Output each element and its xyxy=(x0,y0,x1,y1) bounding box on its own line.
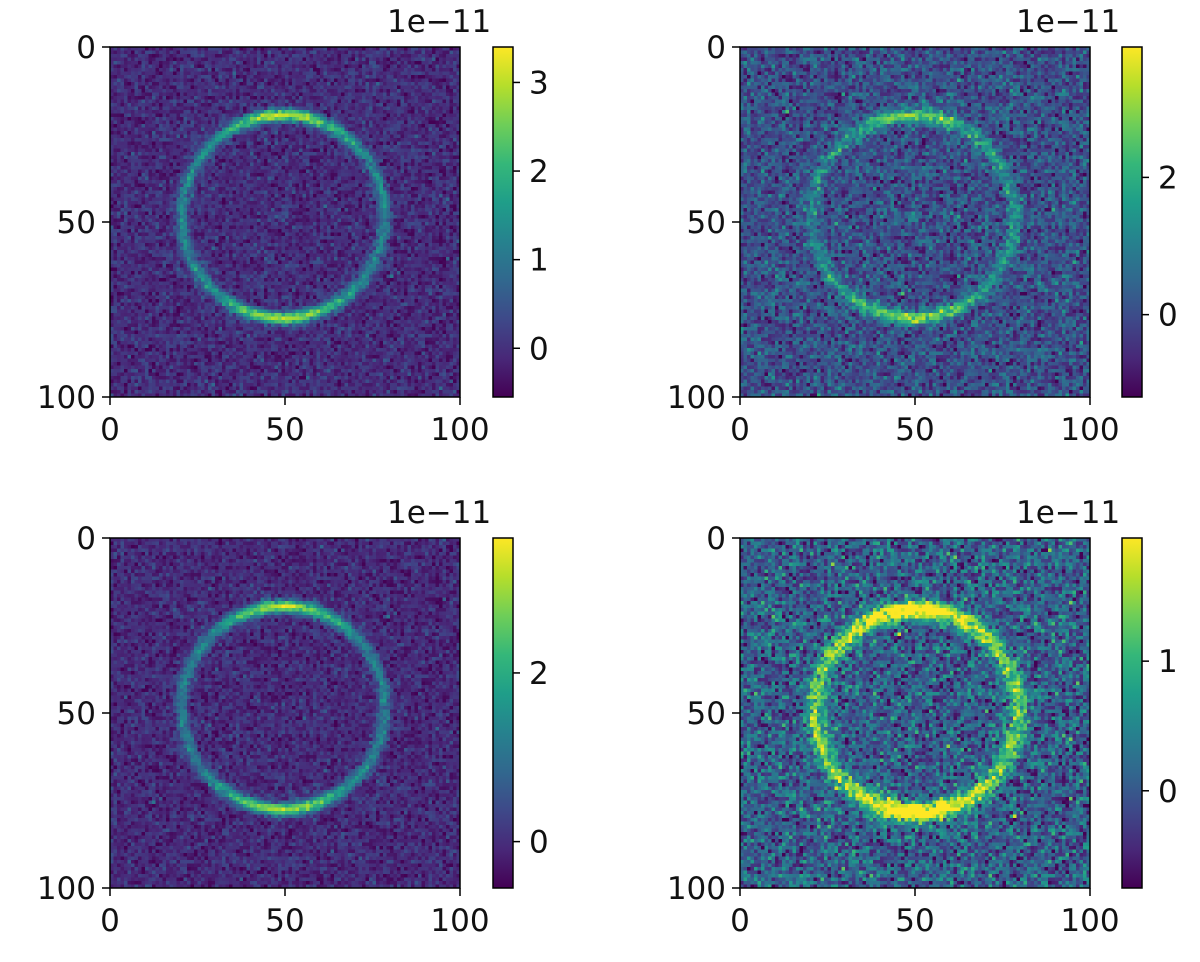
x-tick-label: 0 xyxy=(100,903,120,939)
y-tick-label: 100 xyxy=(37,871,96,907)
colorbar-offset-label: 1e−11 xyxy=(1016,4,1120,40)
colorbar xyxy=(1121,46,1143,398)
colorbar-offset-label: 1e−11 xyxy=(1016,495,1120,531)
colorbar-tick-label: 2 xyxy=(529,154,549,190)
colorbar-tick-label: 0 xyxy=(529,331,549,367)
y-tick-label: 50 xyxy=(687,205,726,241)
x-tick-label: 50 xyxy=(895,903,934,939)
y-tick-label: 100 xyxy=(667,380,726,416)
y-tick-label: 50 xyxy=(687,696,726,732)
y-tick-label: 0 xyxy=(706,521,726,557)
colorbar-tick-label: 0 xyxy=(529,825,549,861)
heatmap-image xyxy=(740,538,1090,888)
y-tick-label: 0 xyxy=(76,521,96,557)
x-tick-label: 100 xyxy=(430,903,489,939)
x-tick-label: 50 xyxy=(265,903,304,939)
colorbar-tick-label: 1 xyxy=(529,243,549,279)
x-tick-label: 50 xyxy=(265,412,304,448)
colorbar xyxy=(492,537,514,889)
x-tick-label: 0 xyxy=(730,412,750,448)
colorbar xyxy=(492,46,514,398)
y-tick-label: 100 xyxy=(667,871,726,907)
x-tick-label: 50 xyxy=(895,412,934,448)
colorbar xyxy=(1121,537,1143,889)
colorbar-tick-label: 2 xyxy=(529,656,549,692)
colorbar-tick-label: 0 xyxy=(1158,774,1178,810)
y-tick-label: 0 xyxy=(76,30,96,66)
heatmap-image xyxy=(110,47,460,397)
colorbar-offset-label: 1e−11 xyxy=(387,495,491,531)
colorbar-tick-label: 2 xyxy=(1158,160,1178,196)
x-tick-label: 100 xyxy=(430,412,489,448)
colorbar-tick-label: 0 xyxy=(1158,298,1178,334)
y-tick-label: 0 xyxy=(706,30,726,66)
colorbar-offset-label: 1e−11 xyxy=(387,4,491,40)
y-tick-label: 50 xyxy=(57,696,96,732)
y-tick-label: 100 xyxy=(37,380,96,416)
x-tick-label: 0 xyxy=(100,412,120,448)
x-tick-label: 100 xyxy=(1060,903,1119,939)
colorbar-tick-label: 1 xyxy=(1158,644,1178,680)
x-tick-label: 0 xyxy=(730,903,750,939)
heatmap-image xyxy=(740,47,1090,397)
x-tick-label: 100 xyxy=(1060,412,1119,448)
colorbar-tick-label: 3 xyxy=(529,65,549,101)
heatmap-image xyxy=(110,538,460,888)
y-tick-label: 50 xyxy=(57,205,96,241)
